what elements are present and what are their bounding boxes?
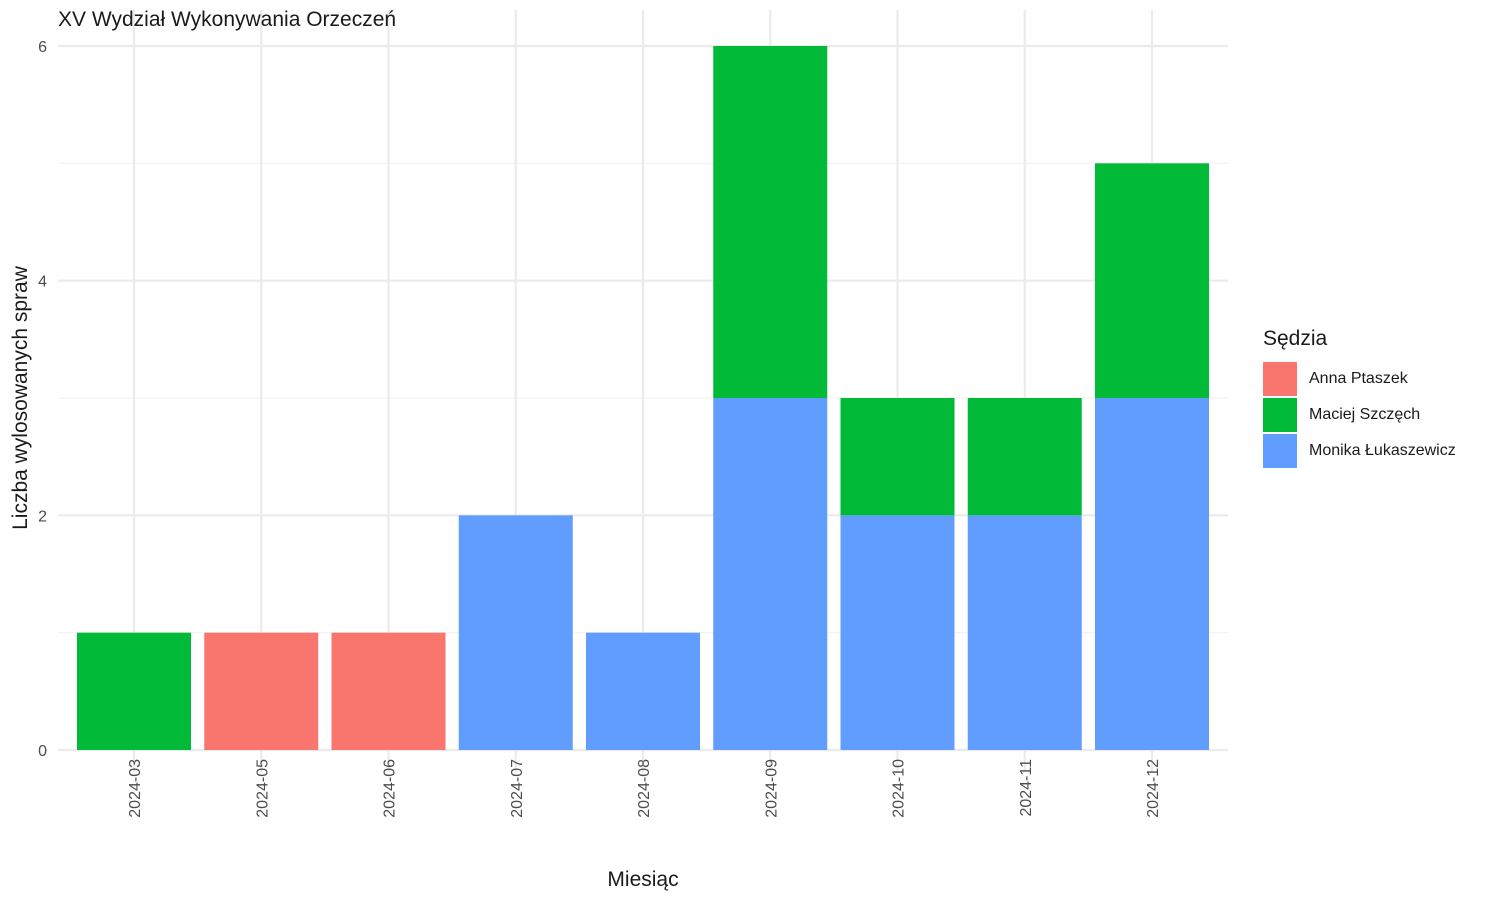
x-tick-label: 2024-10 [891,759,908,818]
legend-key-swatch [1263,398,1297,432]
legend-items: Anna Ptaszek Maciej Szczęch Monika Łukasze… [1263,361,1456,469]
y-tick-label: 6 [38,39,47,56]
bars [77,46,1209,750]
legend-item: Maciej Szczęch [1263,397,1456,433]
legend-key-swatch [1263,434,1297,468]
bar-2024-12-maciej-szczęch [1095,163,1209,398]
y-axis-ticks: 0 2 4 6 [38,39,47,760]
legend-key-swatch [1263,362,1297,396]
legend-item: Monika Łukaszewicz [1263,433,1456,469]
legend-label: Monika Łukaszewicz [1309,442,1456,459]
x-tick-label: 2024-05 [254,759,271,818]
bar-2024-10-monika-łukaszewicz [840,515,955,750]
legend: Sędzia Anna Ptaszek Maciej Szczęch Monika … [1263,327,1456,469]
bar-2024-09-maciej-szczęch [713,46,828,398]
bar-2024-07-monika-łukaszewicz [458,515,573,750]
legend-label: Anna Ptaszek [1309,370,1408,387]
bar-2024-12-monika-łukaszewicz [1095,398,1209,750]
legend-title: Sędzia [1263,327,1328,350]
bar-2024-08-monika-łukaszewicz [586,632,700,750]
bar-2024-03-maciej-szczęch [77,632,191,750]
y-tick-label: 0 [38,743,47,760]
bar-2024-09-monika-łukaszewicz [713,398,828,750]
bar-2024-10-maciej-szczęch [840,398,955,516]
y-tick-label: 2 [38,508,47,525]
x-tick-label: 2024-12 [1145,759,1162,818]
x-tick-label: 2024-03 [127,759,144,818]
x-tick-label: 2024-06 [382,759,399,818]
bar-2024-05-anna-ptaszek [204,632,319,750]
y-tick-label: 4 [38,274,47,291]
x-tick-label: 2024-07 [509,759,526,818]
y-axis-label: Liczba wylosowanych spraw [9,265,32,530]
x-axis-label: Miesiąc [607,868,678,891]
x-tick-label: 2024-08 [636,759,653,818]
bar-2024-11-maciej-szczęch [967,398,1082,516]
x-tick-label: 2024-09 [763,759,780,818]
bar-2024-11-monika-łukaszewicz [967,515,1082,750]
legend-label: Maciej Szczęch [1309,406,1421,423]
chart-title: XV Wydział Wykonywania Orzeczeń [58,8,397,31]
legend-item: Anna Ptaszek [1263,361,1456,397]
x-tick-label: 2024-11 [1018,759,1035,817]
x-axis-ticks: 2024-03 2024-05 2024-06 2024-07 2024-08 2024-… [127,759,1162,818]
bar-2024-06-anna-ptaszek [331,632,446,750]
